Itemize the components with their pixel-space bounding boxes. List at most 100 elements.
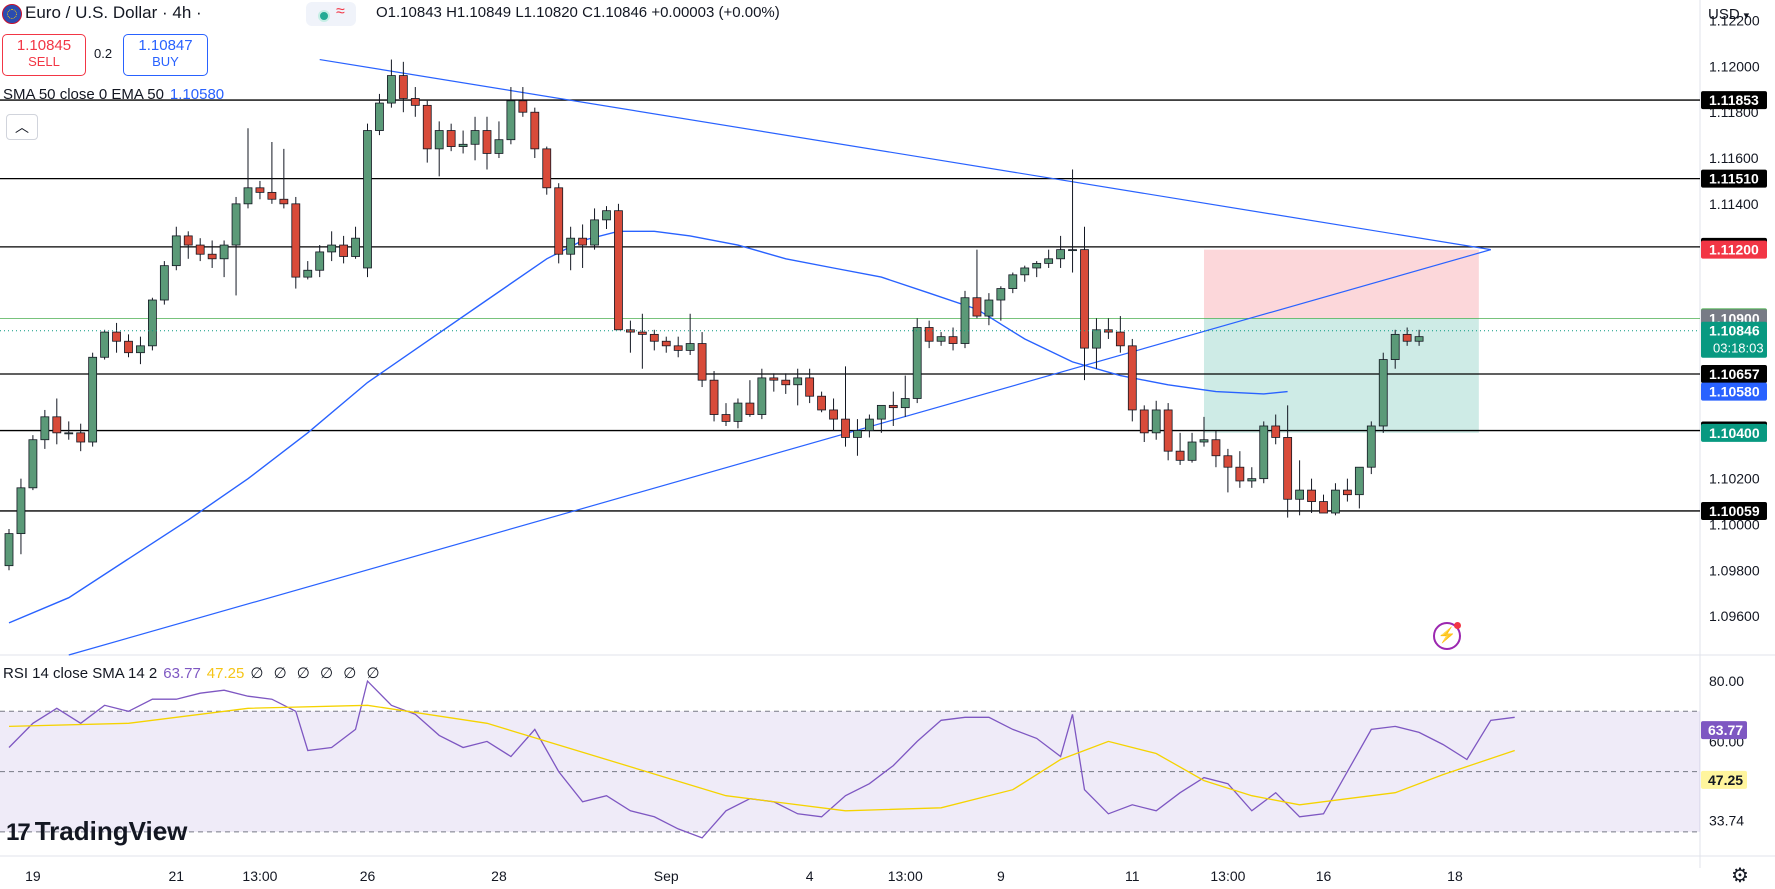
candle-body bbox=[757, 377, 767, 415]
sell-button[interactable]: 1.10845 SELL bbox=[2, 34, 86, 76]
candle-body bbox=[1032, 262, 1042, 269]
time-tick-label: 13:00 bbox=[1210, 868, 1245, 884]
ohlc-open-label: O bbox=[376, 4, 388, 21]
tv-logo-text: TradingView bbox=[34, 816, 188, 846]
candle-body bbox=[1175, 450, 1185, 461]
rsi-sma-line bbox=[8, 704, 1515, 812]
chevron-up-icon: ︿ bbox=[15, 119, 29, 135]
time-tick-label: 16 bbox=[1316, 868, 1332, 884]
candle-body bbox=[231, 203, 241, 246]
time-tick-label: 28 bbox=[491, 868, 507, 884]
candle-body bbox=[100, 331, 109, 358]
candle-body bbox=[124, 340, 133, 354]
price-tick-label: 1.12000 bbox=[1709, 58, 1760, 74]
candle-body bbox=[1056, 249, 1065, 260]
price-label-text: 1.10580 bbox=[1709, 384, 1760, 400]
currency-selector[interactable]: USD ▾ bbox=[1708, 6, 1749, 23]
time-tick-label: 4 bbox=[806, 868, 814, 884]
candle-body bbox=[40, 416, 50, 441]
collapse-legend-button[interactable]: ︿ bbox=[6, 114, 38, 140]
candle-body bbox=[960, 297, 970, 344]
candle-body bbox=[1223, 455, 1233, 468]
candle-body bbox=[590, 219, 599, 246]
candle-body bbox=[733, 402, 743, 422]
candle-body bbox=[626, 329, 635, 333]
candle-body bbox=[16, 487, 26, 535]
price-label-text: 1.11200 bbox=[1709, 242, 1759, 258]
price-tick-label: 1.10200 bbox=[1709, 471, 1760, 487]
candle-body bbox=[1402, 333, 1412, 342]
candle-body bbox=[1390, 333, 1400, 360]
ohlc-readout: O1.10843 H1.10849 L1.10820 C1.10846 +0.0… bbox=[376, 4, 780, 21]
candle-body bbox=[183, 235, 193, 246]
time-tick-label: 13:00 bbox=[242, 868, 277, 884]
indicator-legend[interactable]: SMA 50 close 0 EMA 50 1.10580 bbox=[3, 86, 224, 103]
candle-body bbox=[1319, 501, 1328, 514]
candle-body bbox=[984, 299, 994, 317]
price-label-box bbox=[1701, 501, 1767, 520]
candle-body bbox=[530, 111, 540, 150]
price-label-text: 1.10059 bbox=[1709, 503, 1760, 519]
candle-body bbox=[781, 379, 791, 386]
symbol-title[interactable]: Euro / U.S. Dollar · 4h · bbox=[25, 3, 202, 22]
candle-body bbox=[1283, 437, 1293, 500]
candle-body bbox=[1211, 439, 1221, 457]
candle-body bbox=[578, 237, 587, 246]
candle-body bbox=[1044, 258, 1054, 264]
price-tick-label: 1.11600 bbox=[1709, 150, 1759, 166]
candle-body bbox=[936, 336, 946, 342]
time-tick-label: 19 bbox=[25, 868, 41, 884]
sell-label: SELL bbox=[28, 54, 60, 69]
candle-body bbox=[434, 130, 444, 150]
candle-body bbox=[4, 533, 14, 567]
rsi-label-box bbox=[1701, 770, 1747, 789]
ohlc-high-value: 1.10849 bbox=[456, 4, 512, 21]
rsi-legend[interactable]: RSI 14 close SMA 14 2 63.77 47.25 ∅ ∅ ∅ ∅ ∅… bbox=[3, 664, 383, 682]
candle-body bbox=[673, 345, 683, 351]
tradingview-logo[interactable]: 17 TradingView bbox=[6, 816, 187, 847]
candle-body bbox=[1378, 359, 1388, 427]
candle-body bbox=[207, 253, 217, 260]
candle-body bbox=[697, 343, 707, 381]
candle-body bbox=[769, 377, 779, 381]
candle-body bbox=[1247, 478, 1257, 482]
candle-body bbox=[136, 345, 145, 354]
candle-body bbox=[375, 102, 384, 131]
candle-body bbox=[829, 409, 838, 420]
candle-body bbox=[1331, 489, 1340, 514]
rsi-value: 63.77 bbox=[163, 665, 201, 682]
price-label-box bbox=[1701, 321, 1767, 358]
candle-body bbox=[793, 377, 803, 386]
trendline-upper bbox=[319, 58, 1491, 251]
rsi-extra-values: ∅ ∅ ∅ ∅ ∅ ∅ bbox=[250, 665, 383, 682]
time-tick-label: Sep bbox=[654, 868, 679, 884]
candle-body bbox=[888, 404, 898, 409]
buy-button[interactable]: 1.10847 BUY bbox=[123, 34, 208, 76]
sell-price: 1.10845 bbox=[16, 37, 72, 54]
candle-body bbox=[1139, 409, 1149, 434]
rsi-tick-label: 33.74 bbox=[1709, 813, 1744, 829]
time-tick-label: 13:00 bbox=[888, 868, 923, 884]
market-status[interactable]: ≈ bbox=[306, 2, 356, 26]
candle-body bbox=[637, 331, 647, 335]
candle-body bbox=[291, 203, 301, 278]
candle-body bbox=[1295, 489, 1304, 500]
candle-body bbox=[876, 404, 886, 420]
ohlc-low-label: L bbox=[515, 4, 524, 21]
candle-body bbox=[195, 244, 205, 255]
candle-body bbox=[255, 187, 265, 193]
countdown-text: 03:18:03 bbox=[1713, 341, 1764, 356]
gear-icon[interactable]: ⚙ bbox=[1731, 865, 1749, 887]
candle-body bbox=[996, 288, 1006, 301]
ohlc-close-label: C bbox=[582, 4, 593, 21]
candle-body bbox=[745, 402, 755, 415]
indicator-label: SMA 50 close 0 EMA 50 bbox=[3, 86, 164, 103]
stop-loss-zone bbox=[1204, 249, 1479, 319]
candle-body bbox=[709, 379, 719, 415]
lightning-alert-icon[interactable]: ⚡ bbox=[1433, 622, 1461, 650]
candle-body bbox=[614, 210, 623, 331]
ohlc-high-label: H bbox=[446, 4, 457, 21]
candle-body bbox=[1163, 409, 1173, 452]
